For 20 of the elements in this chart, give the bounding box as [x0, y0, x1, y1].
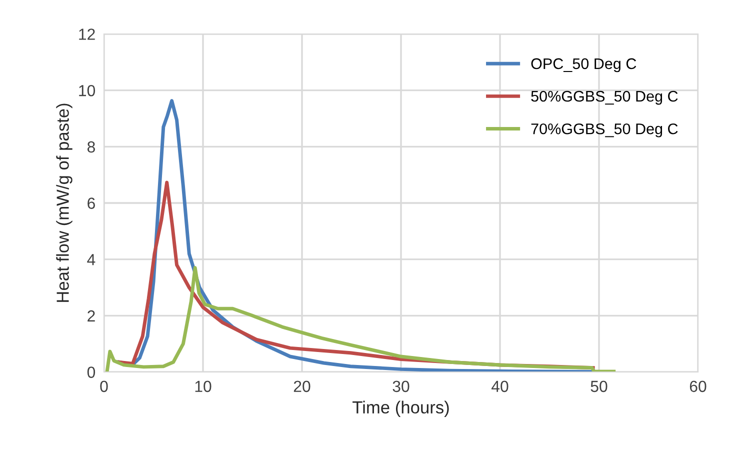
- x-tick-label: 30: [392, 380, 410, 392]
- x-axis-title: Time (hours): [352, 400, 449, 417]
- x-tick-label: 10: [195, 380, 212, 392]
- y-tick-label: 8: [87, 141, 95, 153]
- legend-label: 70%GGBS_50 Deg C: [531, 123, 678, 138]
- legend-label: 50%GGBS_50 Deg C: [531, 90, 678, 105]
- y-tick-label: 4: [87, 254, 96, 266]
- x-tick-label: 20: [294, 380, 310, 392]
- y-tick-label: 6: [88, 198, 95, 209]
- x-tick-label: 40: [491, 380, 508, 392]
- y-tick-label: 10: [79, 84, 96, 96]
- y-tick-label: 12: [79, 28, 95, 40]
- y-tick-label: 0: [87, 366, 96, 378]
- legend-label: OPC_50 Deg C: [531, 58, 636, 72]
- line-series: [105, 266, 616, 372]
- x-tick-label: 50: [590, 380, 608, 392]
- y-axis-title: Heat flow (mW/g of paste): [56, 104, 72, 302]
- y-tick-label: 2: [88, 310, 95, 322]
- x-tick-label: 0: [100, 380, 108, 392]
- x-tick-label: 60: [690, 380, 706, 392]
